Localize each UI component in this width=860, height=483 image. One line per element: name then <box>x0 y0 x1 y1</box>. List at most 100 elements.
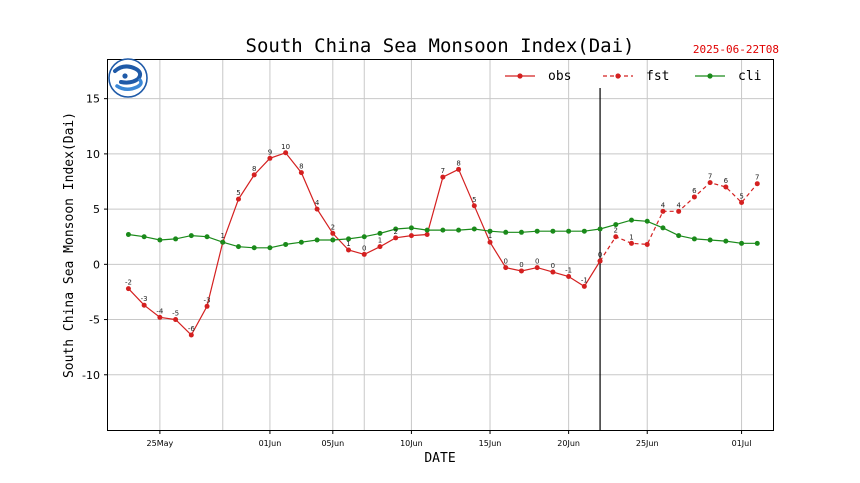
data-point-obs <box>487 239 493 245</box>
legend-item-cli: cli <box>695 69 761 84</box>
data-point-cli <box>125 232 131 238</box>
x-tick-label: 25May <box>147 439 174 448</box>
data-point-cli <box>346 236 352 242</box>
data-label: -1 <box>581 276 588 284</box>
data-point-obs <box>298 170 304 176</box>
y-tick-label: -10 <box>82 369 100 382</box>
data-point-cli <box>518 229 524 235</box>
data-point-fst <box>691 194 697 200</box>
data-point-obs <box>408 233 414 239</box>
cma-logo-icon <box>108 58 148 98</box>
data-label: 0 <box>535 258 539 266</box>
data-point-cli <box>629 217 635 223</box>
data-label: 4 <box>676 201 681 209</box>
x-axis-ticks: 25May 01Jun 05Jun 10Jun 15Jun 20Jun 25Jun 01Jul <box>147 430 752 448</box>
data-point-obs <box>346 247 352 253</box>
y-tick-label: 5 <box>93 203 100 216</box>
data-point-cli <box>314 237 320 243</box>
data-label: 2 <box>331 223 335 231</box>
data-point-obs <box>456 166 462 172</box>
data-point-cli <box>393 226 399 232</box>
issue-date-stamp: 2025-06-22T08 <box>693 43 779 56</box>
data-label: 4 <box>661 201 666 209</box>
series-group <box>125 150 760 338</box>
data-point-cli <box>188 233 194 239</box>
x-tick-label: 05Jun <box>321 439 344 448</box>
y-tick-label: 15 <box>86 93 100 106</box>
data-label: -3 <box>204 296 211 304</box>
data-label: 7 <box>441 167 445 175</box>
x-tick-label: 01Jul <box>732 439 752 448</box>
data-point-obs <box>235 196 241 202</box>
data-point-obs <box>471 203 477 209</box>
data-point-cli <box>456 227 462 233</box>
data-point-obs <box>330 230 336 236</box>
data-point-obs <box>550 269 556 275</box>
data-point-cli <box>283 241 289 247</box>
data-point-fst <box>613 234 619 240</box>
data-point-obs <box>424 232 430 238</box>
data-label: 8 <box>456 159 460 167</box>
x-tick-label: 15Jun <box>479 439 502 448</box>
data-point-fst <box>676 208 682 214</box>
data-point-cli <box>723 238 729 244</box>
data-label: 0 <box>504 258 508 266</box>
data-point-cli <box>141 234 147 240</box>
data-point-cli <box>503 229 509 235</box>
y-axis-label: South China Sea Monsoon Index(Dai) <box>62 112 77 378</box>
data-point-obs <box>518 268 524 274</box>
legend-label-cli: cli <box>738 69 761 84</box>
data-label: -2 <box>125 279 132 287</box>
x-tick-label: 10Jun <box>400 439 423 448</box>
x-axis-label: DATE <box>424 451 455 466</box>
data-point-cli <box>361 234 367 240</box>
series-fst <box>597 180 760 264</box>
data-point-cli <box>739 240 745 246</box>
legend: obs fst cli <box>505 69 761 84</box>
data-point-obs <box>581 283 587 289</box>
data-point-obs <box>377 244 383 250</box>
data-label: 6 <box>692 187 697 195</box>
data-label: 1 <box>378 237 382 245</box>
data-label: 1 <box>346 240 350 248</box>
data-point-cli <box>644 218 650 224</box>
data-point-obs <box>173 317 179 323</box>
data-point-fst <box>707 180 713 186</box>
data-point-cli <box>157 237 163 243</box>
data-label: -1 <box>565 266 572 274</box>
data-point-obs <box>314 206 320 212</box>
data-label: 1 <box>488 232 492 240</box>
data-label: 5 <box>739 192 743 200</box>
series-cli <box>125 217 760 251</box>
data-label: 0 <box>598 251 602 259</box>
data-label: 0 <box>362 244 366 252</box>
data-point-cli <box>613 222 619 228</box>
data-label: 0 <box>519 261 523 269</box>
data-point-cli <box>566 228 572 234</box>
data-point-cli <box>440 227 446 233</box>
data-label: 7 <box>755 174 759 182</box>
legend-label-obs: obs <box>548 69 571 84</box>
data-point-cli <box>597 226 603 232</box>
data-label: 1 <box>221 232 225 240</box>
x-tick-label: 25Jun <box>636 439 659 448</box>
data-label: 2 <box>393 228 397 236</box>
data-point-fst <box>644 241 650 247</box>
data-label: 5 <box>472 196 476 204</box>
data-point-obs <box>440 174 446 180</box>
data-point-cli <box>754 240 760 246</box>
data-point-cli <box>267 245 273 251</box>
data-point-cli <box>173 236 179 242</box>
data-point-fst <box>754 181 760 187</box>
data-label: 8 <box>252 165 256 173</box>
data-point-cli <box>220 239 226 245</box>
data-label: 6 <box>724 177 729 185</box>
data-point-obs <box>188 332 194 338</box>
x-tick-label: 20Jun <box>557 439 580 448</box>
data-point-cli <box>471 226 477 232</box>
data-point-cli <box>676 233 682 239</box>
data-label: -4 <box>156 307 164 315</box>
data-point-fst <box>660 208 666 214</box>
